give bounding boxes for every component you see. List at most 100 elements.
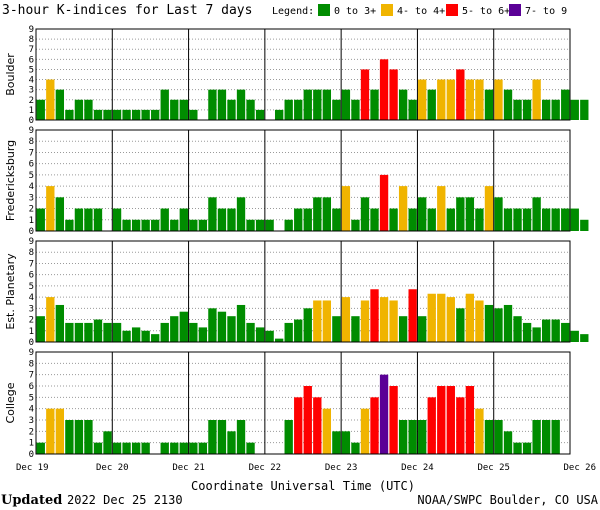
bar-college-52 xyxy=(532,420,541,454)
bar-college-35 xyxy=(370,397,379,454)
bar-est-planetary-7 xyxy=(103,322,112,342)
bar-college-48 xyxy=(494,420,503,454)
x-tick-label: Dec 26 xyxy=(563,463,596,473)
x-tick-label: Dec 22 xyxy=(249,463,282,473)
bar-fredericksburg-33 xyxy=(351,219,360,231)
bar-fredericksburg-45 xyxy=(465,197,475,231)
bar-college-38 xyxy=(398,420,408,454)
bar-est-planetary-41 xyxy=(427,293,436,342)
bar-fredericksburg-44 xyxy=(456,197,465,231)
bar-college-13 xyxy=(160,442,169,454)
bar-boulder-19 xyxy=(217,89,227,120)
bar-boulder-0 xyxy=(36,99,45,120)
legend-swatch-5-to-6 xyxy=(446,4,458,16)
bar-fredericksburg-27 xyxy=(294,208,303,231)
bar-fredericksburg-34 xyxy=(360,197,370,231)
bar-college-18 xyxy=(208,420,217,454)
x-tick-label: Dec 20 xyxy=(96,463,129,473)
bar-college-11 xyxy=(141,442,150,454)
bar-est-planetary-6 xyxy=(93,319,103,342)
bar-boulder-50 xyxy=(513,99,522,120)
bar-fredericksburg-19 xyxy=(217,208,227,231)
bar-boulder-27 xyxy=(294,99,303,120)
bar-fredericksburg-31 xyxy=(332,208,341,231)
bar-college-37 xyxy=(389,386,398,454)
bar-est-planetary-27 xyxy=(294,319,303,342)
bar-college-14 xyxy=(170,442,179,454)
bar-fredericksburg-28 xyxy=(303,208,312,231)
bar-est-planetary-57 xyxy=(580,334,589,342)
bar-est-planetary-24 xyxy=(265,330,274,342)
legend-label-4-to-4: 4- to 4+ xyxy=(397,6,445,17)
bar-boulder-6 xyxy=(93,109,103,120)
y-tick-label: 1 xyxy=(29,439,34,449)
y-tick-label: 6 xyxy=(29,271,34,281)
bar-est-planetary-21 xyxy=(236,304,246,342)
y-tick-label: 3 xyxy=(29,193,34,203)
bar-college-54 xyxy=(551,420,560,454)
bar-boulder-40 xyxy=(418,79,427,120)
bar-boulder-44 xyxy=(456,69,465,120)
y-tick-label: 2 xyxy=(29,96,34,106)
y-tick-label: 8 xyxy=(29,35,34,45)
bar-est-planetary-56 xyxy=(570,330,579,342)
bar-fredericksburg-57 xyxy=(580,219,589,231)
bar-fredericksburg-0 xyxy=(36,208,45,231)
bar-fredericksburg-47 xyxy=(484,186,494,231)
bar-est-planetary-5 xyxy=(84,322,93,342)
bar-est-planetary-45 xyxy=(465,293,475,342)
bar-college-30 xyxy=(322,408,332,454)
bar-est-planetary-49 xyxy=(503,304,513,342)
bar-college-4 xyxy=(74,420,84,454)
bar-est-planetary-52 xyxy=(532,327,541,342)
bar-fredericksburg-9 xyxy=(122,219,131,231)
bar-college-50 xyxy=(513,442,522,454)
bar-boulder-45 xyxy=(465,79,475,120)
bar-est-planetary-42 xyxy=(437,293,446,342)
bar-fredericksburg-17 xyxy=(198,219,208,231)
bar-boulder-56 xyxy=(570,99,579,120)
panel-frame xyxy=(35,240,571,343)
bar-est-planetary-50 xyxy=(513,316,522,342)
bar-fredericksburg-32 xyxy=(341,186,351,231)
bar-college-0 xyxy=(36,442,45,454)
y-tick-label: 0 xyxy=(29,227,34,237)
panel-label-fredericksburg: Fredericksburg xyxy=(4,140,17,221)
bar-est-planetary-15 xyxy=(179,311,188,342)
bar-boulder-36 xyxy=(379,59,389,120)
bar-fredericksburg-22 xyxy=(246,219,255,231)
bar-college-1 xyxy=(46,408,55,454)
bar-est-planetary-35 xyxy=(370,289,379,342)
bar-college-53 xyxy=(541,420,551,454)
y-tick-label: 8 xyxy=(29,137,34,147)
bar-college-39 xyxy=(408,420,417,454)
bar-boulder-3 xyxy=(65,109,74,120)
bar-boulder-53 xyxy=(541,99,551,120)
bar-fredericksburg-36 xyxy=(379,174,389,231)
y-tick-label: 9 xyxy=(29,25,34,35)
bar-boulder-32 xyxy=(341,89,351,120)
bar-boulder-4 xyxy=(74,99,84,120)
bar-college-22 xyxy=(246,442,255,454)
legend: 0 to 3+ 4- to 4+ 5- to 6+ 7- to 9 xyxy=(318,4,567,17)
panel-label-est-planetary: Est. Planetary xyxy=(4,253,17,330)
legend-swatch-0-to-3 xyxy=(318,4,330,16)
bar-fredericksburg-3 xyxy=(65,219,74,231)
panel-frame xyxy=(35,351,571,455)
y-tick-label: 7 xyxy=(29,148,34,158)
bar-boulder-9 xyxy=(122,109,131,120)
bar-college-9 xyxy=(122,442,131,454)
x-tick-label: Dec 25 xyxy=(477,463,510,473)
y-tick-label: 1 xyxy=(29,106,34,116)
bar-fredericksburg-43 xyxy=(446,208,455,231)
bar-fredericksburg-21 xyxy=(236,197,246,231)
bar-fredericksburg-42 xyxy=(437,186,446,231)
bar-boulder-38 xyxy=(398,89,408,120)
x-axis-label: Coordinate Universal Time (UTC) xyxy=(191,479,415,493)
bar-est-planetary-38 xyxy=(398,316,408,342)
x-tick-label: Dec 24 xyxy=(401,463,434,473)
bar-boulder-12 xyxy=(151,109,160,120)
bar-boulder-20 xyxy=(227,99,236,120)
bar-college-45 xyxy=(465,386,475,454)
